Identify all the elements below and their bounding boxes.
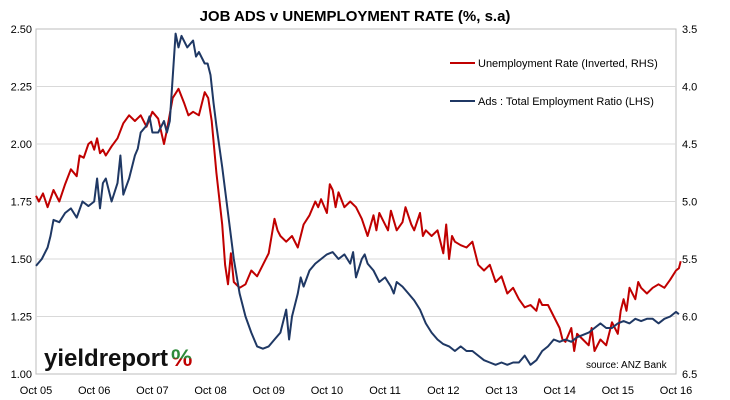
y-left-tick-label: 1.75 <box>11 197 32 209</box>
y-right-tick-label: 5.5 <box>682 254 697 266</box>
x-tick-label: Oct 05 <box>20 385 52 397</box>
y-left-tick-label: 1.50 <box>11 254 32 266</box>
y-left-tick-label: 2.50 <box>11 24 32 36</box>
y-right-tick-label: 5.0 <box>682 197 697 209</box>
y-right-tick-label: 6.5 <box>682 369 697 381</box>
y-right-tick-label: 4.0 <box>682 82 697 94</box>
legend: Unemployment Rate (Inverted, RHS) Ads : … <box>450 58 658 108</box>
series-line-ads-employment-ratio <box>35 32 680 366</box>
x-tick-label: Oct 07 <box>136 385 168 397</box>
y-left-tick-label: 2.00 <box>11 139 32 151</box>
x-tick-label: Oct 06 <box>78 385 110 397</box>
y-right-tick-label: 6.0 <box>682 312 697 324</box>
x-tick-label: Oct 15 <box>602 385 634 397</box>
x-tick-label: Oct 08 <box>194 385 226 397</box>
x-tick-label: Oct 16 <box>660 385 692 397</box>
x-tick-label: Oct 11 <box>369 385 401 397</box>
x-tick-label: Oct 09 <box>253 385 285 397</box>
x-tick-label: Oct 13 <box>485 385 517 397</box>
legend-label-ads-employment-ratio: Ads : Total Employment Ratio (LHS) <box>478 96 654 108</box>
y-left-tick-label: 1.00 <box>11 369 32 381</box>
chart-title: JOB ADS v UNEMPLOYMENT RATE (%, s.a) <box>200 8 511 25</box>
x-tick-label: Oct 12 <box>427 385 459 397</box>
y-left-tick-label: 2.25 <box>11 82 32 94</box>
gridlines <box>36 86 676 317</box>
logo-wordmark: yieldreport <box>44 345 168 372</box>
source-note: source: ANZ Bank <box>586 360 668 371</box>
logo-percent-icon: % <box>171 345 192 372</box>
legend-label-unemployment-rate: Unemployment Rate (Inverted, RHS) <box>478 58 658 70</box>
x-axis: Oct 05 Oct 06 Oct 07 Oct 08 Oct 09 Oct 10 Oct … <box>20 385 692 397</box>
y-right-tick-label: 4.5 <box>682 139 697 151</box>
x-tick-label: Oct 14 <box>543 385 575 397</box>
right-axis: 3.5 4.0 4.5 5.0 5.5 6.0 6.5 <box>682 24 697 381</box>
yieldreport-logo: yieldreport % <box>44 345 192 372</box>
x-tick-label: Oct 10 <box>311 385 343 397</box>
y-left-tick-label: 1.25 <box>11 312 32 324</box>
y-right-tick-label: 3.5 <box>682 24 697 36</box>
left-axis: 1.00 1.25 1.50 1.75 2.00 2.25 2.50 <box>11 24 32 381</box>
